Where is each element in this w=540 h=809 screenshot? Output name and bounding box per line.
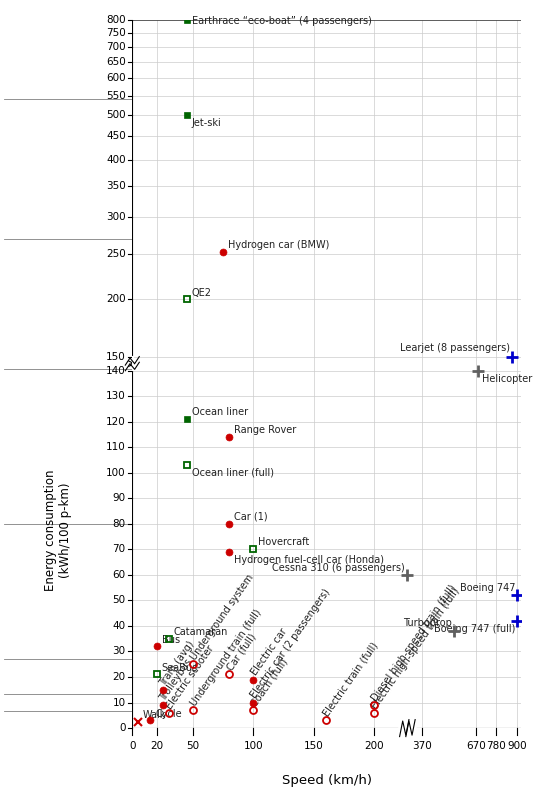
Text: Energy consumption
(kWh/100 p-km): Energy consumption (kWh/100 p-km) xyxy=(44,469,72,591)
Text: 130: 130 xyxy=(106,392,126,401)
Text: Learjet (8 passengers): Learjet (8 passengers) xyxy=(400,342,510,353)
Text: 10: 10 xyxy=(112,697,126,708)
Text: Underground system: Underground system xyxy=(188,573,255,662)
Text: 250: 250 xyxy=(106,249,126,259)
Text: 350: 350 xyxy=(106,181,126,192)
Text: Electric scooter: Electric scooter xyxy=(164,643,216,710)
Text: 650: 650 xyxy=(106,57,126,67)
Text: Boeing 747: Boeing 747 xyxy=(460,583,516,593)
Text: 670: 670 xyxy=(466,741,485,751)
Text: Cessna 310 (6 passengers): Cessna 310 (6 passengers) xyxy=(272,563,405,573)
Text: Electric car: Electric car xyxy=(249,627,289,677)
Text: Range Rover: Range Rover xyxy=(234,425,296,435)
Text: 0: 0 xyxy=(129,741,136,751)
Text: 500: 500 xyxy=(106,110,126,120)
Text: 20: 20 xyxy=(150,741,163,751)
Text: 20: 20 xyxy=(112,672,126,682)
Text: 370: 370 xyxy=(411,741,431,751)
Text: 80: 80 xyxy=(112,519,126,529)
Text: Electric train (full): Electric train (full) xyxy=(322,641,380,718)
Text: Trolleybus: Trolleybus xyxy=(158,657,194,703)
Text: Ocean liner: Ocean liner xyxy=(192,407,248,417)
Text: QE2: QE2 xyxy=(192,287,212,298)
Text: Catamaran: Catamaran xyxy=(174,627,228,637)
Text: 400: 400 xyxy=(106,155,126,164)
Text: 100: 100 xyxy=(106,468,126,478)
Text: Helicopter: Helicopter xyxy=(482,374,532,384)
Text: Electric car (2 passengers): Electric car (2 passengers) xyxy=(249,587,332,701)
Text: 200: 200 xyxy=(364,741,384,751)
Text: Car (1): Car (1) xyxy=(234,512,268,522)
Text: 550: 550 xyxy=(106,91,126,100)
Text: 450: 450 xyxy=(106,131,126,141)
Text: 110: 110 xyxy=(106,443,126,452)
Text: 60: 60 xyxy=(112,570,126,580)
Text: 50: 50 xyxy=(112,595,126,605)
Text: 50: 50 xyxy=(186,741,199,751)
Text: 100: 100 xyxy=(244,741,263,751)
Text: 200: 200 xyxy=(106,294,126,304)
Text: 40: 40 xyxy=(112,621,126,631)
Text: 700: 700 xyxy=(106,42,126,52)
Text: Earthrace “eco-boat” (4 passengers): Earthrace “eco-boat” (4 passengers) xyxy=(192,16,372,26)
Text: 780: 780 xyxy=(486,741,505,751)
Text: Hydrogen car (BMW): Hydrogen car (BMW) xyxy=(228,239,329,250)
Text: 0: 0 xyxy=(119,723,126,733)
Text: SeaBus: SeaBus xyxy=(161,663,198,673)
Text: 750: 750 xyxy=(106,28,126,38)
Text: Car (full): Car (full) xyxy=(225,632,258,672)
Text: 800: 800 xyxy=(106,15,126,25)
Text: Walk: Walk xyxy=(143,710,166,720)
Text: Hovercraft: Hovercraft xyxy=(259,537,309,547)
Text: 30: 30 xyxy=(112,646,126,656)
Text: Bus: Bus xyxy=(161,635,180,645)
Text: Underground train (full): Underground train (full) xyxy=(188,608,263,708)
Text: 120: 120 xyxy=(106,417,126,426)
Text: Cycle: Cycle xyxy=(155,709,182,719)
Text: 150: 150 xyxy=(304,741,324,751)
Text: Jet-ski: Jet-ski xyxy=(192,117,221,128)
Text: Ocean liner (full): Ocean liner (full) xyxy=(192,468,274,478)
Text: Coach (full): Coach (full) xyxy=(249,656,289,708)
Text: Turboprop: Turboprop xyxy=(403,618,452,629)
Text: Speed (km/h): Speed (km/h) xyxy=(282,774,372,787)
Text: 300: 300 xyxy=(106,213,126,222)
Text: Tram (avg): Tram (avg) xyxy=(158,639,197,688)
Text: Electric high-speed train (full): Electric high-speed train (full) xyxy=(370,586,462,710)
Text: Diesel high-speed train (full): Diesel high-speed train (full) xyxy=(370,583,458,703)
Text: 150: 150 xyxy=(106,352,126,362)
Text: 140: 140 xyxy=(106,366,126,375)
Text: Hydrogen fuel-cell car (Honda): Hydrogen fuel-cell car (Honda) xyxy=(234,556,384,565)
Text: Boeing 747 (full): Boeing 747 (full) xyxy=(434,624,516,633)
Text: 90: 90 xyxy=(112,493,126,503)
Text: 900: 900 xyxy=(508,741,527,751)
Text: 600: 600 xyxy=(106,73,126,83)
Text: 70: 70 xyxy=(112,544,126,554)
